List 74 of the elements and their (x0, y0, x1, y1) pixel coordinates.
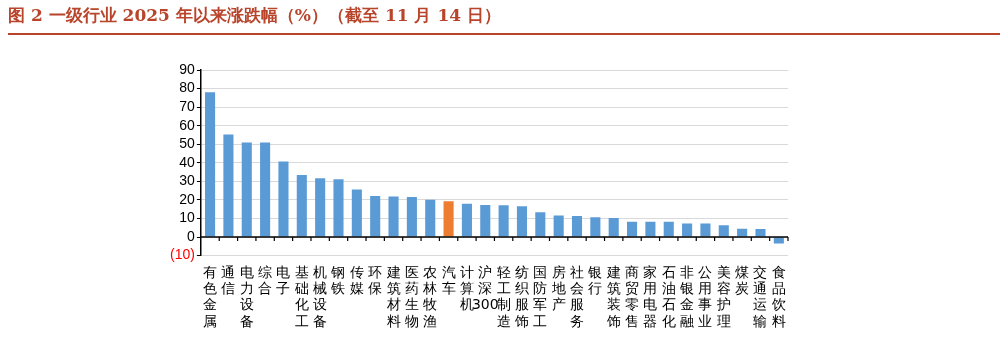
x-tick-label: 电子 (276, 264, 291, 297)
bar (608, 217, 619, 237)
bar (425, 199, 436, 237)
x-tick-label: 美容护理 (715, 264, 731, 329)
bar (351, 189, 362, 237)
x-tick-label: 房地产 (550, 264, 566, 313)
x-tick-label: 传媒 (349, 264, 364, 297)
bar (535, 212, 546, 237)
chart-title: 图 2 一级行业 2025 年以来涨跌幅（%）（截至 11 月 14 日） (8, 4, 1000, 35)
x-tick-label: 钢铁 (330, 264, 346, 297)
bar (241, 142, 252, 237)
x-tick-label: 有色金属 (203, 264, 218, 329)
y-tick-label: 90 (179, 60, 196, 77)
x-tick-label: 公用事业 (698, 264, 713, 329)
y-tick-label: 20 (179, 190, 196, 207)
bar (571, 216, 583, 237)
x-tick-label: 计算机 (459, 264, 474, 313)
y-tick-label: 60 (179, 116, 196, 133)
x-tick-label: 国防军工 (533, 264, 548, 329)
x-tick-label: 农林牧渔 (422, 264, 438, 329)
x-tick-label: 非银金融 (679, 264, 695, 329)
x-tick-label: 交通运输 (753, 264, 768, 329)
bar (223, 134, 234, 237)
bar (718, 225, 729, 237)
x-tick-label: 医药生物 (404, 264, 419, 329)
bar (590, 217, 601, 237)
x-tick-label: 综合 (258, 264, 273, 297)
bar (278, 161, 289, 237)
x-tick-label: 石油石化 (661, 264, 676, 329)
x-tick-label: 环保 (368, 264, 383, 297)
bar (388, 196, 399, 237)
bar (461, 203, 472, 237)
x-tick-label: 建筑装饰 (605, 264, 621, 329)
x-tick-label: 汽车 (441, 264, 456, 297)
x-tick-label: 家用电器 (643, 264, 658, 329)
y-tick-label: 80 (179, 79, 196, 96)
bar (755, 229, 766, 237)
bar (516, 206, 528, 237)
x-tick-label: 商贸零售 (625, 264, 640, 329)
bar (370, 196, 381, 237)
bar (682, 223, 693, 237)
bar (645, 221, 656, 237)
x-tick-label: 纺织服饰 (513, 264, 529, 329)
y-tick-label: 50 (179, 135, 196, 152)
x-tick-label: 机械设备 (313, 264, 328, 329)
bar (627, 221, 638, 237)
x-tick-label: 电力设备 (239, 264, 254, 329)
x-tick-label: 煤炭 (735, 264, 750, 297)
bar (443, 201, 454, 237)
x-tick-label: 建筑材料 (385, 264, 401, 329)
x-tick-label: 食品饮料 (770, 264, 786, 329)
x-tick-label: 基础化工 (293, 264, 309, 329)
bar (498, 205, 509, 237)
y-tick-label: (10) (169, 246, 195, 263)
y-tick-label: 30 (179, 172, 196, 189)
bar (315, 178, 326, 237)
bar (773, 237, 784, 244)
bar (260, 142, 271, 237)
x-tick-label: 通信 (221, 264, 236, 297)
bar (663, 221, 674, 237)
bar (406, 196, 417, 237)
y-tick-label: 0 (187, 227, 196, 244)
y-tick-label: 40 (179, 153, 196, 170)
bar (333, 179, 344, 237)
x-tick-label: 银行 (587, 264, 603, 297)
y-tick-label: 10 (179, 209, 196, 226)
bar (296, 175, 307, 237)
bar (480, 204, 491, 237)
bar (700, 223, 711, 237)
x-tick-label: 社会服务 (570, 264, 585, 329)
y-tick-label: 70 (179, 97, 196, 114)
bar (205, 92, 216, 237)
bar (553, 215, 564, 237)
x-tick-label: 轻工制造 (496, 264, 511, 329)
